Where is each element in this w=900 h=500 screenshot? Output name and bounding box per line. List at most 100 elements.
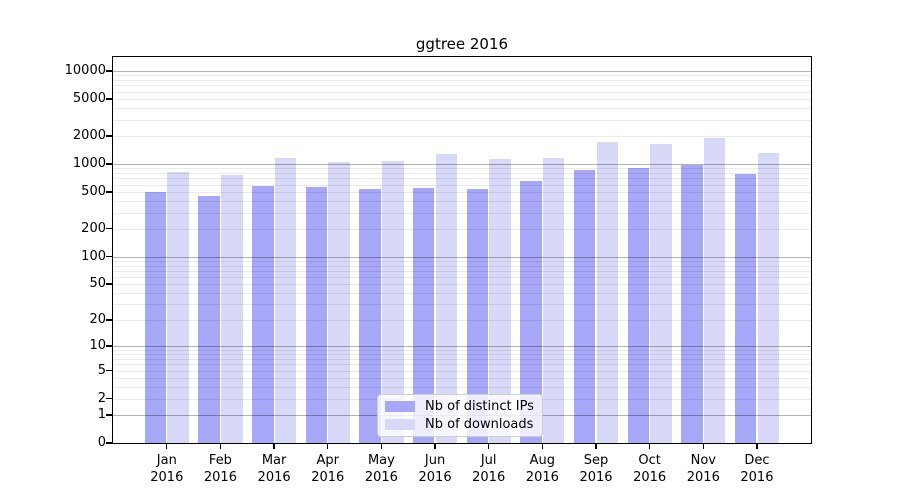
x-tick-jun <box>434 443 436 449</box>
y-tick-1 <box>106 414 113 416</box>
gridline-200 <box>113 228 811 230</box>
y-tick-2000 <box>106 135 113 137</box>
x-tick-nov <box>702 443 704 449</box>
y-tick-label-500: 500 <box>81 183 106 199</box>
downloads-bar-dec <box>757 153 780 443</box>
distinct-ips-swatch <box>385 401 415 412</box>
gridline-5000 <box>113 99 811 100</box>
x-tick-oct <box>648 443 651 449</box>
downloads-bar-nov <box>703 138 726 443</box>
y-tick-label-0: 0 <box>97 435 106 450</box>
x-tick-dec <box>756 443 758 449</box>
x-tick-feb <box>219 443 222 449</box>
downloads-bar-mar <box>274 157 297 443</box>
downloads-bar-aug <box>542 157 565 443</box>
downloads-label: Nb of downloads <box>425 417 534 432</box>
gridline-7000 <box>113 85 811 87</box>
gridline-8 <box>113 354 811 356</box>
legend-row-downloads: Nb of downloads <box>378 417 542 432</box>
y-tick-100 <box>106 255 113 258</box>
y-tick-0 <box>106 442 113 444</box>
gridline-400 <box>113 200 811 202</box>
gridline-50 <box>113 284 811 286</box>
gridline-40 <box>113 293 811 294</box>
gridline-70 <box>113 270 811 272</box>
distinct-ips-bar-sep <box>573 169 596 443</box>
y-tick-label-50: 50 <box>89 276 106 292</box>
distinct-ips-bar-dec <box>734 173 757 443</box>
x-tick-label-jul: Jul 2016 <box>472 453 506 485</box>
gridline-3 <box>113 387 811 388</box>
downloads-bar-jul <box>489 159 511 443</box>
gridline-4 <box>113 378 811 379</box>
distinct-ips-label: Nb of distinct IPs <box>425 399 534 414</box>
downloads-bar-feb <box>221 175 243 443</box>
y-tick-label-1: 1 <box>97 407 106 422</box>
gridline-7 <box>113 359 811 360</box>
y-tick-label-5: 5 <box>97 362 106 378</box>
distinct-ips-bar-may <box>359 188 381 443</box>
y-tick-label-2000: 2000 <box>72 127 106 143</box>
x-tick-label-oct: Oct 2016 <box>633 453 667 485</box>
legend-row-distinct-ips: Nb of distinct IPs <box>378 399 542 414</box>
distinct-ips-bar-nov <box>681 165 703 443</box>
x-tick-jan <box>166 443 168 449</box>
x-tick-label-apr: Apr 2016 <box>311 453 345 485</box>
y-tick-label-10: 10 <box>89 338 106 354</box>
gridline-6000 <box>113 91 811 93</box>
y-tick-20 <box>106 319 113 321</box>
gridline-60 <box>113 277 811 278</box>
gridline-9000 <box>113 75 811 77</box>
y-tick-label-100: 100 <box>81 248 106 264</box>
x-tick-label-may: May 2016 <box>364 453 398 485</box>
x-tick-apr <box>327 443 329 449</box>
gridline-1000 <box>113 164 811 165</box>
x-tick-may <box>380 443 383 449</box>
x-tick-label-aug: Aug 2016 <box>525 453 559 485</box>
distinct-ips-bar-jan <box>144 191 167 443</box>
distinct-ips-bar-oct <box>627 168 650 443</box>
y-tick-2 <box>106 397 113 400</box>
x-tick-label-sep: Sep 2016 <box>579 453 613 485</box>
x-tick-label-jan: Jan 2016 <box>150 453 184 485</box>
gridline-3000 <box>113 119 811 121</box>
x-tick-aug <box>541 443 544 449</box>
x-tick-label-feb: Feb 2016 <box>203 453 237 485</box>
gridline-600 <box>113 184 811 186</box>
downloads-bar-jun <box>435 153 458 443</box>
x-tick-label-jun: Jun 2016 <box>418 453 452 485</box>
plot-area <box>113 57 811 443</box>
gridline-8000 <box>113 80 811 81</box>
y-tick-500 <box>106 191 113 193</box>
distinct-ips-bar-aug <box>520 181 542 443</box>
y-tick-5000 <box>106 98 113 100</box>
gridline-10 <box>113 346 811 348</box>
gridline-20 <box>113 320 811 321</box>
x-tick-label-nov: Nov 2016 <box>686 453 720 485</box>
distinct-ips-bar-feb <box>198 196 220 443</box>
y-tick-10 <box>106 345 113 347</box>
gridline-2000 <box>113 136 811 137</box>
downloads-swatch <box>385 419 415 430</box>
y-tick-5 <box>106 369 113 372</box>
downloads-bar-sep <box>596 142 619 443</box>
gridline-100 <box>113 256 811 258</box>
y-tick-label-200: 200 <box>81 220 106 236</box>
downloads-bar-jan <box>167 171 189 443</box>
y-tick-50 <box>106 283 113 285</box>
gridline-30 <box>113 304 811 306</box>
gridline-80 <box>113 265 811 267</box>
x-tick-label-dec: Dec 2016 <box>740 453 774 485</box>
gridline-800 <box>113 173 811 174</box>
distinct-ips-bar-mar <box>252 185 274 443</box>
y-tick-label-5000: 5000 <box>72 90 106 106</box>
y-tick-label-20: 20 <box>89 312 106 328</box>
gridline-700 <box>113 178 811 180</box>
y-tick-label-2: 2 <box>97 390 106 406</box>
y-tick-200 <box>106 228 113 230</box>
gridline-900 <box>113 168 811 170</box>
gridline-5 <box>113 370 811 372</box>
x-tick-mar <box>273 443 275 449</box>
x-tick-jul <box>488 443 490 449</box>
